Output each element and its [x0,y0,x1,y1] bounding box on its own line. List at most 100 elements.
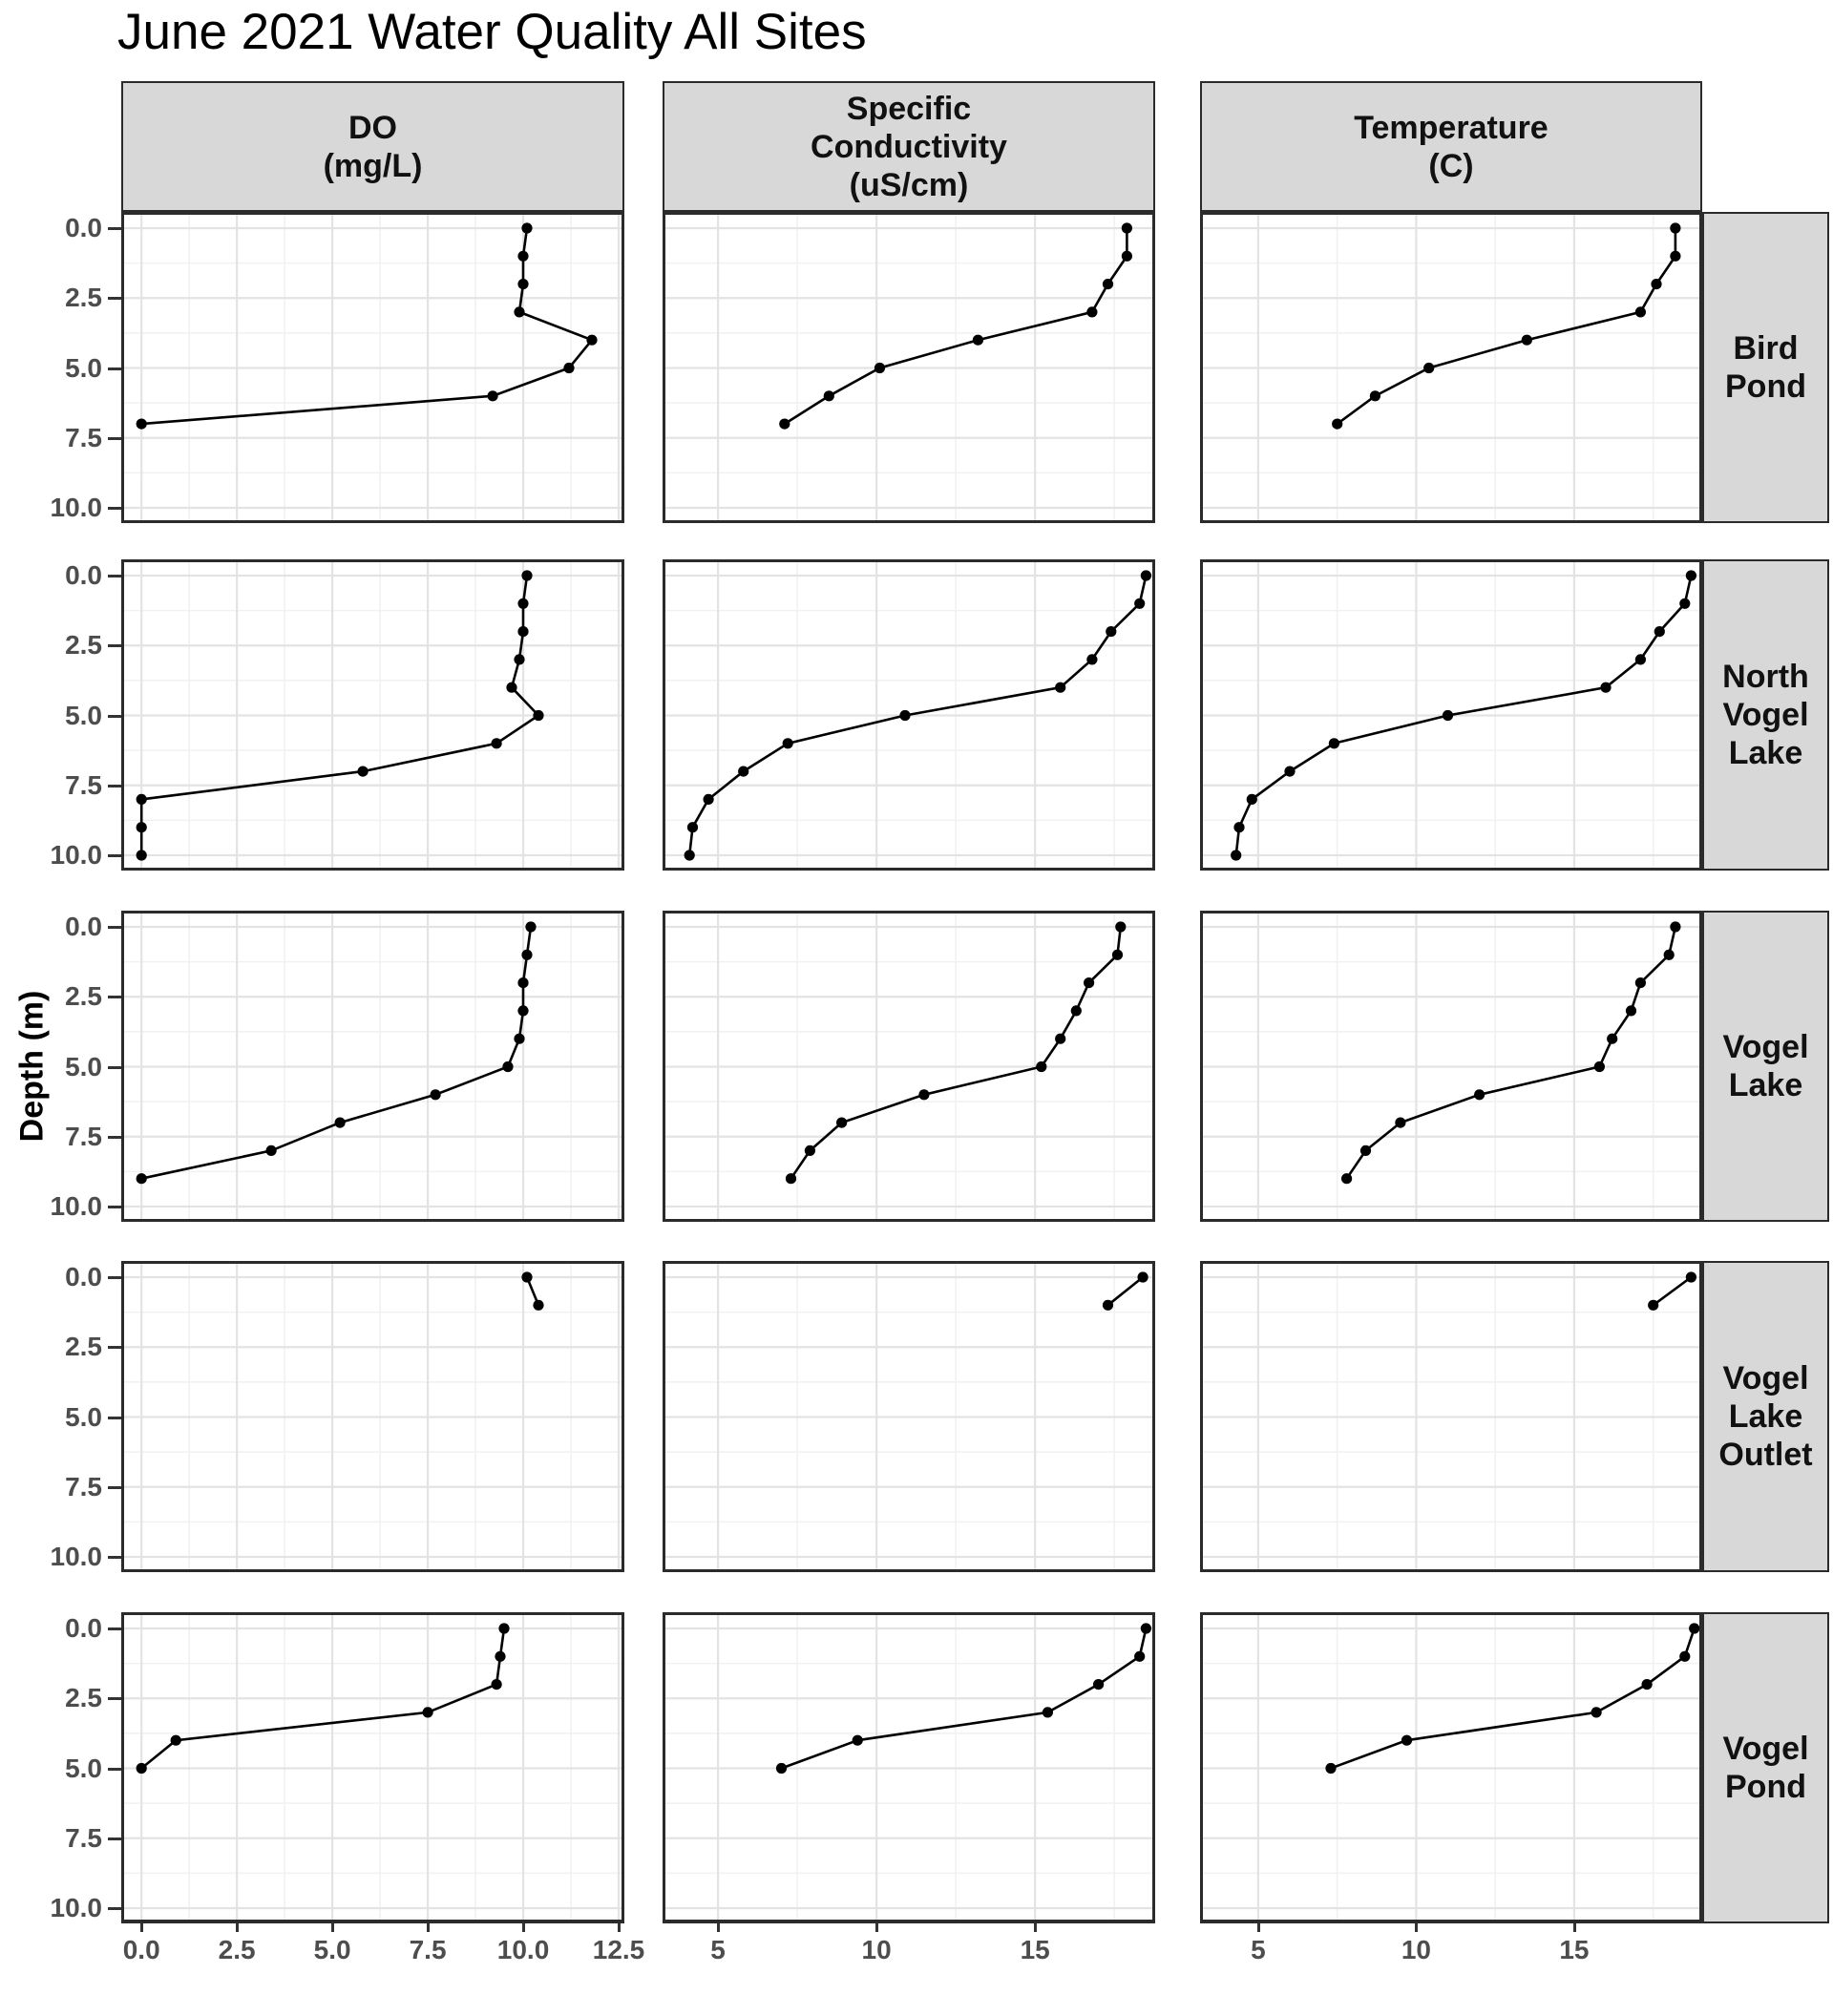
data-point [684,850,695,861]
data-point [703,793,714,805]
column-strip-spcond: Specific Conductivity (uS/cm) [663,81,1155,212]
data-point [775,1762,788,1774]
y-tick-mark [108,1276,121,1279]
data-point [514,654,525,665]
data-point [521,1271,533,1283]
x-tick-label: 10 [861,1935,892,1964]
data-point [804,1144,815,1156]
y-tick-label: 7.5 [65,1822,102,1853]
data-point [1093,1679,1105,1690]
data-point [1086,654,1098,665]
y-tick-label: 0.0 [65,912,102,941]
panel-plot [663,559,1155,871]
panel-plot [1200,1261,1702,1572]
data-point [874,362,886,374]
panel-plot [663,1261,1155,1572]
profile-line [1336,228,1677,426]
data-point [136,793,147,805]
panel-border [1200,212,1702,523]
data-point [1140,570,1151,581]
row-strip-site-0: Bird Pond [1702,212,1829,523]
y-tick-mark [108,644,121,648]
data-point [136,1173,147,1185]
data-point [1106,626,1117,638]
data-point [1102,1299,1114,1311]
data-point [491,738,502,749]
data-point [1679,1650,1691,1662]
panel-border [121,212,624,523]
y-tick-mark [108,1907,121,1910]
data-point [430,1089,441,1101]
data-point [136,850,147,861]
data-point [1137,1271,1148,1283]
y-tick-mark [108,996,121,999]
data-point [1521,334,1532,346]
data-point [521,222,533,234]
data-point [836,1117,848,1128]
panel-border [663,212,1155,523]
x-tick-mark [875,1923,879,1932]
data-point [1591,1707,1602,1718]
profile-line [784,228,1128,426]
panel-plot [121,1612,624,1923]
data-point [517,626,529,638]
panel-site-0-temp [1200,212,1702,523]
x-tick-label: 10.0 [496,1935,550,1964]
data-point [517,977,529,989]
data-point [1102,279,1114,290]
profile-line [140,926,533,1180]
data-point [1685,570,1696,581]
data-point [1246,793,1257,805]
data-point [1442,709,1454,722]
data-point [586,334,598,346]
y-tick-label: 10.0 [50,1893,103,1922]
data-point [1115,921,1127,933]
panel-plot [663,212,1155,523]
row-strip-label: Bird Pond [1725,330,1806,405]
data-point [1328,738,1339,749]
y-tick-mark [108,714,121,718]
data-point [563,362,575,374]
panel-border [663,559,1155,871]
y-tick-mark [108,227,121,230]
data-point [517,250,529,262]
x-tick-mark [427,1923,431,1932]
panel-plot [663,1612,1155,1923]
panel-site-0-do [121,212,624,523]
data-point [1121,250,1132,262]
panel-border [1200,559,1702,871]
y-tick-label: 5.0 [65,352,102,383]
data-point [738,766,749,777]
data-point [1369,390,1380,402]
data-point [514,306,525,318]
data-point [1634,977,1646,989]
data-point [487,390,498,402]
y-tick-label: 0.0 [65,560,102,590]
column-strip-label: Temperature (C) [1354,109,1549,184]
data-point [785,1173,797,1185]
panel-site-2-do [121,911,624,1222]
x-tick-label: 5.0 [313,1935,351,1964]
chart-title: June 2021 Water Quality All Sites [117,4,867,60]
y-tick-label: 7.5 [65,769,102,800]
row-strip-label: Vogel Lake [1722,1029,1809,1103]
data-point [1111,949,1124,960]
panel-border [121,1261,624,1572]
y-tick-mark [108,1485,121,1489]
data-point [1651,279,1662,290]
y-tick-mark [108,367,121,370]
panel-site-1-spcond [663,559,1155,871]
data-point [823,390,834,402]
data-point [1233,822,1245,833]
data-point [1625,1005,1637,1017]
panel-site-4-spcond [663,1612,1155,1923]
panel-plot [1200,559,1702,871]
x-tick-mark [1572,1923,1576,1932]
y-tick-label: 2.5 [65,1332,102,1362]
data-point [782,738,793,749]
row-strip-label: Vogel Lake Outlet [1718,1360,1813,1473]
panel-site-3-temp [1200,1261,1702,1572]
x-tick-label: 2.5 [218,1935,256,1964]
data-point [1231,850,1242,861]
